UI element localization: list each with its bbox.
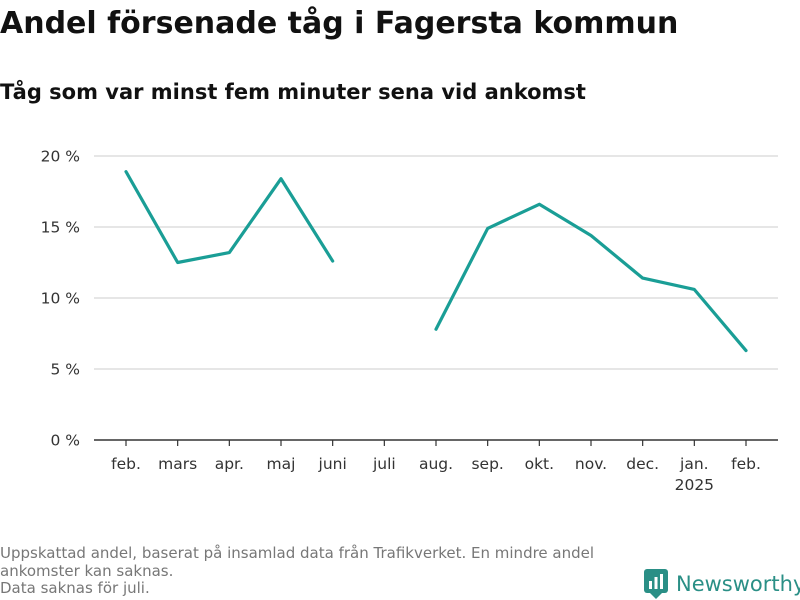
x-tick-label: maj	[267, 455, 296, 473]
series-lines	[124, 170, 748, 353]
y-axis-tick-labels: 0 % 5 % 10 % 15 % 20 %	[41, 148, 80, 450]
x-tick-label: nov.	[575, 455, 607, 473]
line-chart: 0 % 5 % 10 % 15 % 20 % feb. mars apr. maj juni ju…	[41, 148, 778, 494]
footnote: Uppskattad andel, baserat på insamlad da…	[0, 544, 630, 598]
x-tick-label: feb.	[111, 455, 141, 473]
x-tick-label: juli	[372, 455, 396, 473]
chart-title: Andel försenade tåg i Fagersta kommun	[0, 6, 679, 41]
brand-name: Newsworthy	[676, 572, 800, 596]
x-tick-label: apr.	[215, 455, 244, 473]
y-tick-label: 5 %	[50, 361, 80, 379]
x-tick-label: mars	[158, 455, 197, 473]
series-line-segment	[434, 202, 748, 353]
x-tick-sublabel: 2025	[675, 476, 714, 494]
footnote-line: ankomster kan saknas.	[0, 561, 174, 580]
y-tick-label: 0 %	[50, 432, 80, 450]
newsworthy-logo-icon	[644, 569, 668, 599]
y-tick-label: 15 %	[41, 219, 80, 237]
footnote-line: Uppskattad andel, baserat på insamlad da…	[0, 544, 595, 562]
x-tick-label: juni	[318, 455, 347, 473]
y-tick-label: 10 %	[41, 290, 80, 308]
x-tick-label: dec.	[626, 455, 659, 473]
grid-lines	[94, 155, 778, 370]
x-tick-label: sep.	[471, 455, 503, 473]
x-tick-label: okt.	[525, 455, 554, 473]
chart-subtitle: Tåg som var minst fem minuter sena vid a…	[0, 80, 586, 104]
footnote-line: Data saknas för juli.	[0, 579, 150, 597]
x-axis-ticks: feb. mars apr. maj juni juli aug. sep. okt. nov. d…	[111, 440, 761, 494]
y-tick-label: 20 %	[41, 148, 80, 166]
series-line-segment	[124, 170, 335, 265]
x-tick-label: feb.	[731, 455, 761, 473]
x-tick-label: aug.	[419, 455, 453, 473]
x-tick-label: jan.	[679, 455, 709, 473]
brand-logo: Newsworthy	[644, 569, 800, 599]
